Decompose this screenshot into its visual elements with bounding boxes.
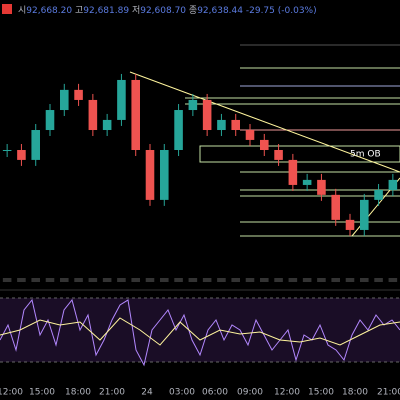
volume xyxy=(102,278,112,282)
volume xyxy=(274,278,283,282)
low-label: 저 xyxy=(132,5,140,16)
candle xyxy=(2,150,12,151)
candle xyxy=(202,99,212,131)
change: -29.75 (-0.03%) xyxy=(246,6,317,16)
x-tick-label: 12:00 xyxy=(0,388,23,398)
x-tick-label: 12:00 xyxy=(274,388,300,398)
candle xyxy=(302,179,312,185)
volume xyxy=(374,278,383,282)
open-label: 시 xyxy=(18,5,26,16)
x-tick-label: 18:00 xyxy=(342,388,368,398)
candle xyxy=(102,119,112,131)
candle xyxy=(274,150,283,160)
close-label: 종 xyxy=(189,5,197,16)
volume xyxy=(331,278,340,282)
x-tick-label: 21:00 xyxy=(99,388,125,398)
volume xyxy=(17,278,26,282)
candle xyxy=(331,194,340,220)
ob-annotation: 5m OB xyxy=(350,150,381,160)
x-axis: 12:00 15:00 18:00 21:00 24 03:00 06:00 09:00 12:… xyxy=(0,388,400,398)
low: 92,608.70 xyxy=(140,6,186,16)
high: 92,681.89 xyxy=(83,6,129,16)
candle xyxy=(374,189,383,200)
symbol-icon[interactable] xyxy=(2,4,12,14)
volume xyxy=(245,278,255,282)
candle xyxy=(345,219,355,230)
candle xyxy=(188,99,198,111)
volume xyxy=(174,278,183,282)
candles xyxy=(2,73,398,282)
candle xyxy=(317,179,326,195)
volume xyxy=(31,278,40,282)
volume xyxy=(260,278,269,282)
candle xyxy=(388,179,398,190)
x-tick-label: 09:00 xyxy=(237,388,263,398)
close: 92,638.44 xyxy=(197,6,243,16)
volume xyxy=(231,278,240,282)
candle xyxy=(17,150,26,160)
volume xyxy=(360,278,369,282)
volume xyxy=(117,278,126,282)
volume xyxy=(60,278,69,282)
candle xyxy=(160,150,169,200)
candle xyxy=(231,119,240,131)
candle xyxy=(174,110,183,150)
volume xyxy=(131,278,140,282)
volume xyxy=(288,278,298,282)
volume xyxy=(388,278,398,282)
x-tick-label: 18:00 xyxy=(65,388,91,398)
volume xyxy=(217,278,226,282)
candle xyxy=(117,79,126,120)
x-tick-label: 15:00 xyxy=(29,388,55,398)
open: 92,668.20 xyxy=(26,6,72,16)
candle xyxy=(31,130,40,160)
volume xyxy=(2,278,12,282)
volume xyxy=(160,278,169,282)
volume xyxy=(345,278,355,282)
candle xyxy=(260,139,269,150)
candle xyxy=(145,150,155,200)
rsi-ma xyxy=(0,317,400,346)
volume xyxy=(302,278,312,282)
candle xyxy=(45,110,55,131)
candle xyxy=(360,199,369,230)
candle xyxy=(288,159,298,185)
rsi-band xyxy=(0,298,400,362)
candle xyxy=(60,89,69,111)
high-label: 고 xyxy=(75,6,83,16)
volume xyxy=(88,278,98,282)
volume xyxy=(317,278,326,282)
rsi-line xyxy=(0,298,400,367)
x-tick-label: 15:00 xyxy=(308,388,334,398)
x-tick-label: 24 xyxy=(141,388,153,398)
candle xyxy=(245,130,255,140)
x-tick-label: 21:00 xyxy=(377,388,400,398)
candle xyxy=(88,99,98,131)
volume xyxy=(145,278,155,282)
ohlc-header: 시92,668.20 고92,681.89 저92,608.70 종92,638… xyxy=(18,5,317,16)
volume xyxy=(45,278,55,282)
candle xyxy=(131,79,140,150)
x-tick-label: 03:00 xyxy=(169,388,195,398)
volume xyxy=(202,278,212,282)
volume xyxy=(74,278,83,282)
candle xyxy=(74,89,83,100)
volume xyxy=(188,278,198,282)
candle xyxy=(217,119,226,131)
x-tick-label: 06:00 xyxy=(202,388,228,398)
